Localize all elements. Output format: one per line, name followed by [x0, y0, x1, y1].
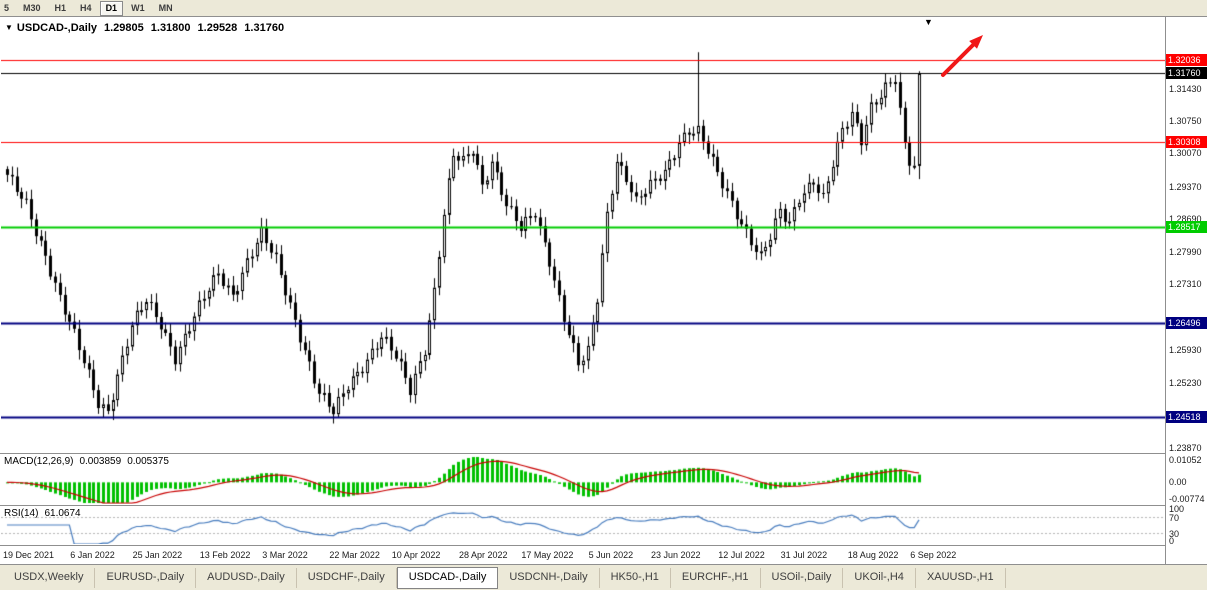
chart-tab-eurusd-daily[interactable]: EURUSD-,Daily: [95, 567, 197, 588]
timeframe-button-h4[interactable]: H4: [80, 2, 92, 13]
date-label: 6 Jan 2022: [70, 550, 115, 560]
open-value: 1.29805: [104, 22, 144, 34]
price-tick: 1.31430: [1169, 83, 1202, 94]
close-value: 1.31760: [244, 22, 285, 34]
chart-tab-audusd-daily[interactable]: AUDUSD-,Daily: [196, 567, 297, 588]
date-label: 12 Jul 2022: [718, 550, 765, 560]
date-label: 10 Apr 2022: [391, 550, 441, 560]
date-label: 13 Feb 2022: [199, 550, 251, 560]
price-tick: 1.27990: [1169, 247, 1202, 258]
symbol-period-label: USDCAD-,Daily: [16, 22, 97, 34]
low-value: 1.29528: [197, 22, 238, 34]
macd-name: MACD(12,26,9): [4, 456, 74, 467]
rsi-name: RSI(14): [4, 508, 39, 519]
chart-tabs-bar: USDX,Weekly EURUSD-,Daily AUDUSD-,Daily USD…: [0, 564, 1207, 590]
hline-price-badge: 1.26496: [1166, 317, 1207, 330]
rsi-canvas[interactable]: [1, 506, 1165, 544]
chart-dropdown-icon[interactable]: ▼: [5, 23, 13, 32]
macd-main-value: 0.003859: [79, 456, 122, 467]
high-value: 1.31800: [150, 22, 191, 34]
chart-tab-usdcnh-daily[interactable]: USDCNH-,Daily: [498, 567, 600, 588]
rsi-label: RSI(14) 61.0674: [4, 508, 81, 519]
current-price-badge: 1.31760: [1166, 67, 1207, 80]
hline-price-badge: 1.28517: [1166, 221, 1207, 234]
price-tick: 1.29370: [1169, 181, 1202, 192]
pane-splitter[interactable]: [0, 545, 1166, 546]
macd-signal-value: 0.005375: [127, 456, 169, 467]
timeframe-button-5[interactable]: 5: [4, 2, 10, 13]
timeframe-button-mn[interactable]: MN: [158, 2, 173, 13]
chart-tab-xauusd-h1[interactable]: XAUUSD-,H1: [916, 567, 1006, 588]
date-label: 18 Aug 2022: [847, 550, 899, 560]
axis-separator: [1165, 17, 1166, 564]
macd-scale-max: 0.01052: [1169, 455, 1202, 465]
chart-tab-usdcad-daily[interactable]: USDCAD-,Daily: [396, 566, 499, 589]
object-marker-icon[interactable]: ▼: [924, 17, 933, 27]
timeframe-button-m30[interactable]: M30: [23, 2, 41, 13]
chart-tab-usoil-daily[interactable]: USOil-,Daily: [761, 567, 844, 588]
date-label: 31 Jul 2022: [780, 550, 828, 560]
chart-tab-hk50-h1[interactable]: HK50-,H1: [600, 567, 671, 588]
chart-tab-eurchf-h1[interactable]: EURCHF-,H1: [671, 567, 761, 588]
date-label: 22 Mar 2022: [329, 550, 380, 560]
price-tick: 1.30750: [1169, 116, 1202, 127]
chart-title: ▼ USDCAD-,Daily 1.29805 1.31800 1.29528 1.317…: [5, 22, 284, 34]
date-label: 28 Apr 2022: [459, 550, 508, 560]
timeframe-button-d1[interactable]: D1: [99, 0, 124, 16]
pane-splitter[interactable]: [0, 453, 1166, 454]
date-label: 5 Jun 2022: [588, 550, 634, 560]
price-tick: 1.23870: [1169, 442, 1202, 453]
chart-area: ▼ USDCAD-,Daily 1.29805 1.31800 1.29528 1.317…: [0, 17, 1207, 564]
price-tick: 1.25230: [1169, 378, 1202, 389]
price-tick: 1.28690: [1169, 213, 1202, 224]
price-axis[interactable]: 1.31430 1.30750 1.30070 1.29370 1.28690 1.279…: [1166, 17, 1207, 564]
hline-price-badge: 1.30308: [1166, 136, 1207, 149]
chart-tab-usdx-weekly[interactable]: USDX,Weekly: [3, 567, 96, 588]
date-label: 25 Jan 2022: [132, 550, 183, 560]
rsi-scale-0: 0: [1169, 536, 1175, 546]
timeframe-toolbar: 5 M30 H1 H4 D1 W1 MN: [0, 0, 1207, 17]
rsi-scale-30: 30: [1169, 528, 1180, 539]
chart-tab-ukoil-h4[interactable]: UKOil-,H4: [843, 567, 916, 588]
date-label: 17 May 2022: [521, 550, 574, 560]
chart-tab-usdchf-daily[interactable]: USDCHF-,Daily: [297, 567, 397, 588]
macd-scale-min: -0.00774: [1169, 494, 1205, 504]
price-tick: 1.25930: [1169, 344, 1202, 355]
macd-scale-zero: 0.00: [1169, 477, 1187, 488]
price-tick: 1.30070: [1169, 148, 1202, 159]
date-label: 23 Jun 2022: [651, 550, 701, 560]
pane-splitter[interactable]: [0, 505, 1166, 506]
macd-label: MACD(12,26,9) 0.003859 0.005375: [4, 456, 169, 467]
trend-arrow-icon[interactable]: [935, 23, 999, 83]
rsi-value: 61.0674: [44, 508, 81, 519]
timeframe-button-w1[interactable]: W1: [131, 2, 145, 13]
macd-canvas[interactable]: [1, 454, 1165, 504]
time-axis[interactable]: 19 Dec 2021 6 Jan 2022 25 Jan 2022 13 Feb 2…: [0, 546, 1165, 564]
timeframe-button-h1[interactable]: H1: [54, 2, 67, 13]
rsi-scale-70: 70: [1169, 513, 1180, 524]
rsi-scale-100: 100: [1169, 504, 1185, 514]
date-label: 6 Sep 2022: [910, 550, 957, 560]
price-tick: 1.27310: [1169, 279, 1202, 290]
price-chart-canvas[interactable]: [1, 17, 1165, 453]
date-label: 3 Mar 2022: [262, 550, 308, 560]
date-label: 19 Dec 2021: [3, 550, 55, 560]
hline-price-badge: 1.24518: [1166, 410, 1207, 423]
hline-price-badge: 1.32036: [1166, 54, 1207, 67]
